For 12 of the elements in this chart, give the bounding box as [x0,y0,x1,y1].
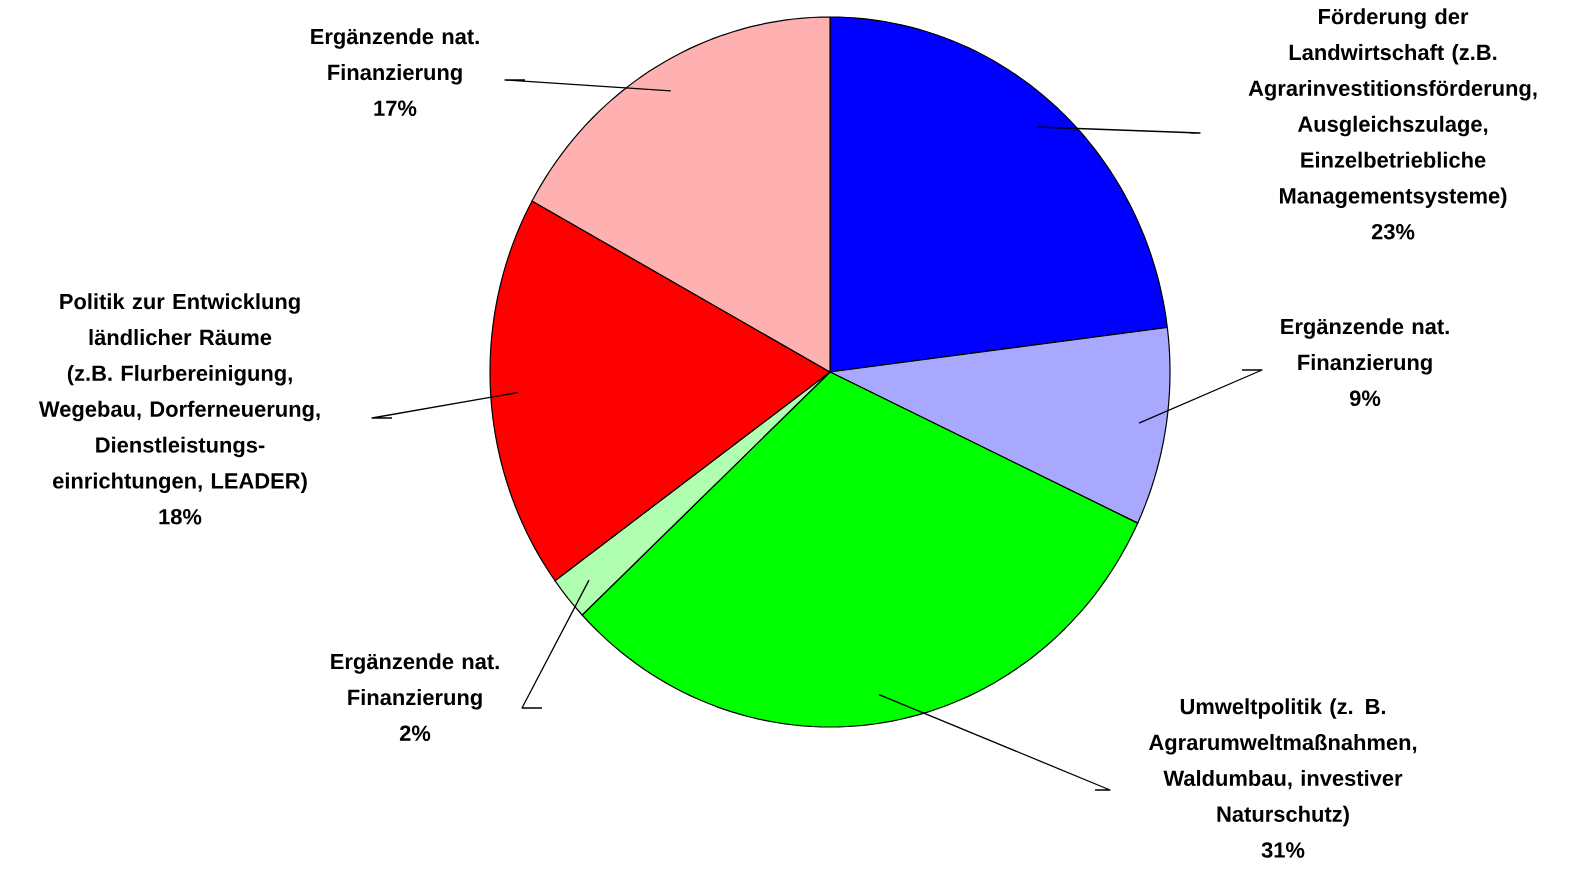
data-label: 17% [374,100,417,116]
slice-label: Ergänzende nat. Finanzierung [311,28,479,85]
data-label: 9% [1349,390,1381,407]
slice-label: Förderung der Landwirtschaft (z.B. Agrarinvestitionsförderung, Ausgleichszulage, Einzelbetriebliche Managementsysteme) [1248,8,1537,209]
slice-label: Ergänzende nat. Finanzierung [331,653,499,710]
data-label: 18% [159,508,202,525]
data-label: 31% [1261,842,1305,858]
slice-label: Politik zur Entwicklung ländlicher Räume (z.B. Flurbereinigung, Wegebau, Dorferneuerung, Dienstleistungs-einrichtungen, LEADER) [38,293,320,494]
data-label: 23% [1371,223,1415,240]
slice-label: Ergänzende nat. Finanzierung [1281,318,1449,375]
data-label: 2% [399,725,431,741]
slice-label: Umweltpolitik (z. B. Agrarumweltmaßnahmen, Waldumbau, investiver Naturschutz) [1148,698,1417,827]
